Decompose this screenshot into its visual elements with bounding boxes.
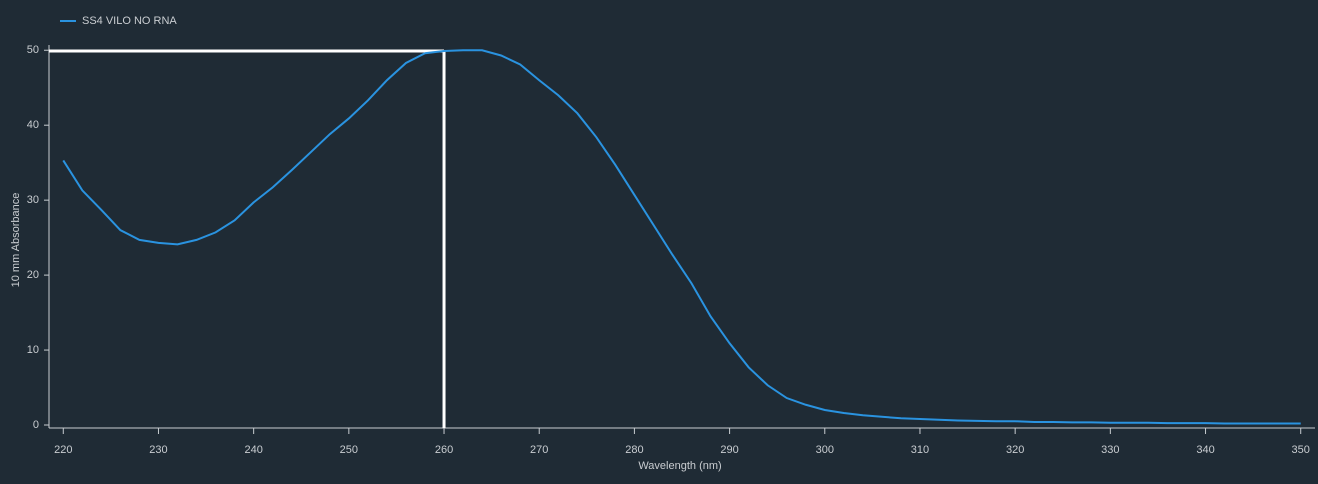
data-line (62, 49, 1301, 425)
x-tick-label: 350 (1292, 444, 1310, 456)
y-tick-label: 40 (27, 119, 39, 131)
x-tick-label: 340 (1196, 444, 1214, 456)
y-tick-label: 30 (27, 194, 39, 206)
x-tick-label: 270 (530, 444, 548, 456)
x-tick-label: 250 (340, 444, 358, 456)
y-tick-label: 0 (33, 419, 39, 431)
x-tick-label: 280 (625, 444, 643, 456)
legend-label: SS4 VILO NO RNA (82, 15, 177, 27)
x-tick-label: 330 (1101, 444, 1119, 456)
y-tick-label: 20 (27, 269, 39, 281)
x-axis-title: Wavelength (nm) (638, 460, 721, 472)
x-tick-label: 320 (1006, 444, 1024, 456)
x-tick-label: 260 (435, 444, 453, 456)
x-tick-label: 220 (54, 444, 72, 456)
y-tick-label: 50 (27, 44, 39, 56)
x-tick-label: 310 (911, 444, 929, 456)
x-tick-label: 230 (149, 444, 167, 456)
y-axis-title: 10 mm Absorbance (10, 193, 22, 288)
x-tick-label: 290 (720, 444, 738, 456)
x-tick-label: 300 (816, 444, 834, 456)
x-tick-label: 240 (244, 444, 262, 456)
y-tick-label: 10 (27, 344, 39, 356)
